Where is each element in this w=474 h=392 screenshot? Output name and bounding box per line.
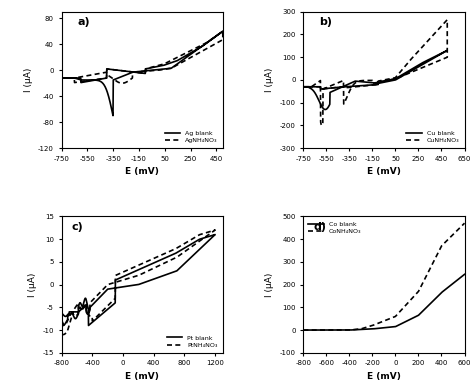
Y-axis label: I (μA): I (μA) <box>265 68 274 92</box>
Legend: Ag blank, AgNH₄NO₃: Ag blank, AgNH₄NO₃ <box>163 129 219 145</box>
Y-axis label: I (μA): I (μA) <box>28 272 37 297</box>
Y-axis label: I (μA): I (μA) <box>265 272 274 297</box>
Y-axis label: I (μA): I (μA) <box>24 68 33 92</box>
X-axis label: E (mV): E (mV) <box>125 372 159 381</box>
X-axis label: E (mV): E (mV) <box>125 167 159 176</box>
X-axis label: E (mV): E (mV) <box>367 372 401 381</box>
Legend: Pt blank, PtNH₄NO₃: Pt blank, PtNH₄NO₃ <box>165 333 219 350</box>
Text: b): b) <box>319 17 332 27</box>
Text: c): c) <box>71 222 83 232</box>
Legend: Co blank, CoNH₄NO₃: Co blank, CoNH₄NO₃ <box>307 220 364 236</box>
Text: a): a) <box>78 17 91 27</box>
X-axis label: E (mV): E (mV) <box>367 167 401 176</box>
Legend: Cu blank, CuNH₄NO₃: Cu blank, CuNH₄NO₃ <box>404 129 461 145</box>
Text: d): d) <box>313 222 326 232</box>
